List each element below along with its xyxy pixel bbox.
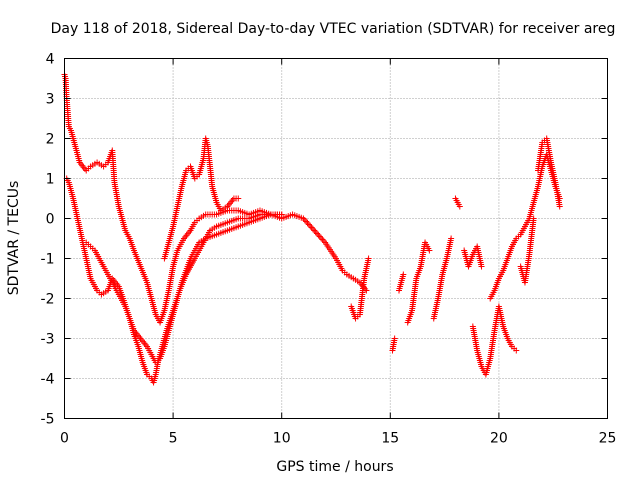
y-axis-label: SDTVAR / TECUs — [6, 181, 22, 296]
data-point-marker — [513, 347, 520, 354]
data-point-marker — [304, 220, 311, 226]
data-point-marker — [365, 255, 372, 262]
data-point-marker — [556, 195, 563, 202]
chart-title: Day 118 of 2018, Sidereal Day-to-day VTE… — [51, 21, 616, 37]
y-tick-label: 3 — [46, 92, 55, 108]
data-point-marker — [318, 235, 325, 241]
data-point-marker — [556, 203, 563, 210]
data-point-marker — [309, 226, 316, 232]
data-points — [61, 71, 563, 386]
data-point-marker — [308, 224, 315, 231]
data-point-marker — [278, 211, 285, 218]
data-point-marker — [478, 263, 485, 270]
y-tick-label: -2 — [41, 292, 55, 308]
x-tick-label: 0 — [60, 431, 69, 447]
data-point-marker — [391, 335, 398, 342]
data-point-marker — [313, 230, 320, 237]
y-tick-label: 1 — [46, 172, 55, 188]
x-tick-label: 10 — [273, 431, 291, 447]
x-tick-label: 25 — [599, 431, 617, 447]
y-tick-label: 0 — [46, 212, 55, 228]
y-tick-label: 4 — [46, 52, 55, 68]
data-point-marker — [307, 223, 314, 229]
data-point-marker — [426, 247, 433, 254]
y-tick-label: -4 — [41, 372, 55, 388]
y-tick-label: -1 — [41, 252, 55, 268]
data-point-marker — [312, 229, 319, 235]
data-point-marker — [456, 203, 463, 210]
data-point-marker — [311, 227, 318, 234]
y-tick-label: 2 — [46, 132, 55, 148]
y-tick-label: -3 — [41, 332, 55, 348]
data-point-marker — [448, 235, 455, 242]
x-axis-label: GPS time / hours — [276, 459, 393, 475]
data-point-marker — [303, 218, 310, 225]
x-tick-label: 5 — [169, 431, 178, 447]
data-point-marker — [305, 221, 312, 228]
x-tick-label: 15 — [381, 431, 399, 447]
data-point-marker — [400, 271, 407, 278]
data-point-marker — [315, 232, 322, 238]
data-point-marker — [319, 236, 326, 243]
plot-frame — [64, 58, 608, 419]
data-point-marker — [316, 233, 323, 240]
x-tick-label: 20 — [490, 431, 508, 447]
axis-ticks: 0 5 10 15 20 25 -5 -4 -3 -2 -1 0 1 2 3 4 — [41, 52, 617, 447]
data-point-marker — [235, 195, 242, 202]
y-tick-label: -5 — [41, 412, 55, 428]
